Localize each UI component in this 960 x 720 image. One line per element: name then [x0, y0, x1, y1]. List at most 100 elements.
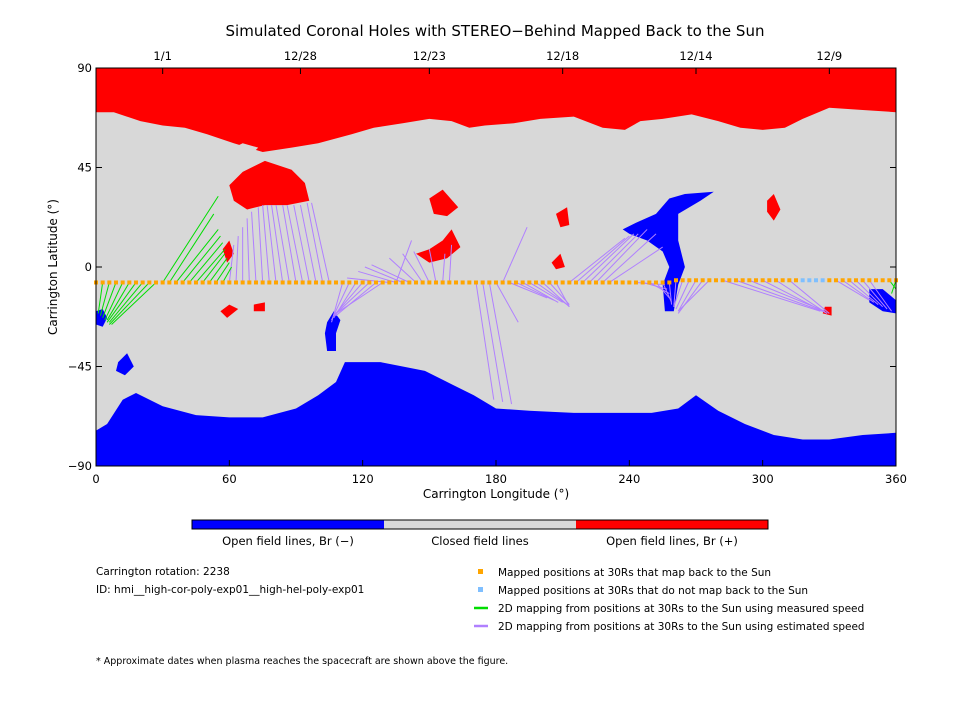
estimated-speed-mapping-line: [602, 233, 657, 283]
mapped-position-point: [200, 280, 205, 285]
estimated-speed-mapping-line: [542, 282, 570, 308]
footnote: * Approximate dates when plasma reaches …: [96, 656, 509, 667]
mapped-position-point: [660, 280, 665, 285]
unmapped-position-point: [800, 278, 805, 283]
measured-speed-mapping-line: [106, 282, 130, 321]
north-polar-coronal-hole: [96, 68, 896, 152]
mapped-position-point: [454, 280, 458, 285]
mapped-position-point: [234, 280, 238, 285]
mapped-position-point: [260, 280, 265, 285]
mapped-position-point: [640, 280, 645, 285]
measured-speed-mapping-line: [175, 229, 219, 283]
estimated-speed-mapping-line: [428, 249, 437, 283]
mapped-position-point: [620, 280, 625, 285]
measured-speed-mapping-line: [182, 235, 221, 283]
mapped-position-point: [767, 278, 772, 283]
mapped-position-point: [167, 280, 172, 285]
estimated-speed-mapping-line: [673, 280, 677, 307]
mapped-position-point: [314, 280, 318, 285]
mapped-position-point: [654, 280, 658, 285]
legend: Mapped positions at 30Rs that map back t…: [474, 567, 865, 633]
unmapped-position-point: [814, 278, 818, 283]
mapped-position-point: [774, 278, 778, 283]
estimated-speed-mapping-line: [677, 280, 697, 312]
mapped-position-point: [734, 278, 738, 283]
estimated-speed-mapping-line: [335, 282, 383, 314]
date-tick-label: 12/23: [413, 49, 446, 63]
mapped-position-point: [860, 278, 865, 283]
mapped-position-point: [180, 280, 185, 285]
estimated-speed-mapping-line: [257, 207, 264, 283]
estimated-speed-mapping-line: [762, 279, 828, 314]
measured-speed-mapping-line: [202, 253, 226, 283]
mapped-position-point: [120, 280, 125, 285]
positive-coronal-hole: [767, 194, 781, 221]
colorbar-positive: [576, 520, 768, 529]
legend-label: 2D mapping from positions at 30Rs to the…: [498, 603, 864, 615]
estimated-speed-mapping-line: [293, 204, 310, 283]
mapped-position-point: [847, 278, 852, 283]
estimated-speed-mapping-line: [535, 282, 568, 305]
chart-title: Simulated Coronal Holes with STEREO−Behi…: [226, 22, 765, 40]
estimated-speed-mapping-line: [482, 282, 504, 402]
mapped-position-point: [387, 280, 392, 285]
estimated-speed-mapping-line: [677, 279, 710, 312]
mapped-position-point: [627, 280, 632, 285]
mapped-position-point: [420, 280, 425, 285]
mapped-position-point: [880, 278, 885, 283]
mapped-position-point: [460, 280, 465, 285]
mapped-position-point: [634, 280, 638, 285]
measured-speed-mapping-line: [208, 257, 228, 283]
y-tick-label: 45: [77, 161, 92, 175]
mapped-position-point: [127, 280, 132, 285]
estimated-speed-mapping-line: [371, 264, 410, 283]
positive-coronal-hole: [229, 160, 310, 210]
measured-speed-mapping-line: [162, 195, 219, 283]
mapped-position-point: [240, 280, 245, 285]
x-tick-label: 120: [352, 472, 374, 486]
measured-speed-mapping-line: [222, 266, 232, 283]
mapped-position-point: [687, 278, 692, 283]
measured-speed-mapping-line: [891, 280, 897, 294]
mapped-position-point: [400, 280, 405, 285]
mapped-position-point: [367, 280, 372, 285]
mapped-position-point: [887, 278, 892, 283]
measured-speed-mapping-line: [106, 282, 137, 323]
mapped-position-point: [480, 280, 485, 285]
mapped-position-point: [474, 280, 478, 285]
legend-label: Mapped positions at 30Rs that do not map…: [498, 585, 808, 597]
estimated-speed-mapping-line: [655, 282, 670, 299]
mapped-position-point: [280, 280, 285, 285]
estimated-speed-mapping-line: [677, 279, 704, 314]
colorbar-label-positive: Open field lines, Br (+): [606, 534, 738, 548]
mapped-position-point: [527, 280, 532, 285]
estimated-speed-mapping-line: [246, 218, 250, 283]
mapped-positions: [94, 278, 898, 285]
positive-coronal-hole: [429, 189, 459, 217]
positive-coronal-hole: [222, 240, 234, 263]
mapped-position-point: [100, 280, 105, 285]
estimated-speed-mapping-line: [488, 282, 513, 405]
y-tick-label: 90: [77, 61, 92, 75]
south-polar-coronal-hole: [96, 362, 896, 466]
mapped-position-point: [507, 280, 512, 285]
mapped-position-point: [514, 280, 518, 285]
mapped-position-point: [407, 280, 412, 285]
estimated-speed-mapping-line: [668, 282, 673, 305]
mapped-position-point: [700, 278, 705, 283]
estimated-speed-mapping-line: [299, 204, 317, 283]
mapped-position-point: [254, 280, 258, 285]
estimated-speed-mapping-line: [402, 253, 424, 283]
mapped-position-point: [300, 280, 305, 285]
estimated-speed-mapping-line: [395, 240, 413, 283]
mapped-position-point: [714, 278, 718, 283]
legend-label: 2D mapping from positions at 30Rs to the…: [498, 621, 865, 633]
mapped-position-point: [194, 280, 198, 285]
date-tick-label: 12/9: [816, 49, 842, 63]
mapped-position-point: [614, 280, 618, 285]
x-axis-label: Carrington Longitude (°): [423, 487, 569, 501]
mapped-position-point: [840, 278, 845, 283]
mapped-position-point: [354, 280, 358, 285]
mapped-position-point: [160, 280, 165, 285]
mapped-position-point: [494, 280, 498, 285]
